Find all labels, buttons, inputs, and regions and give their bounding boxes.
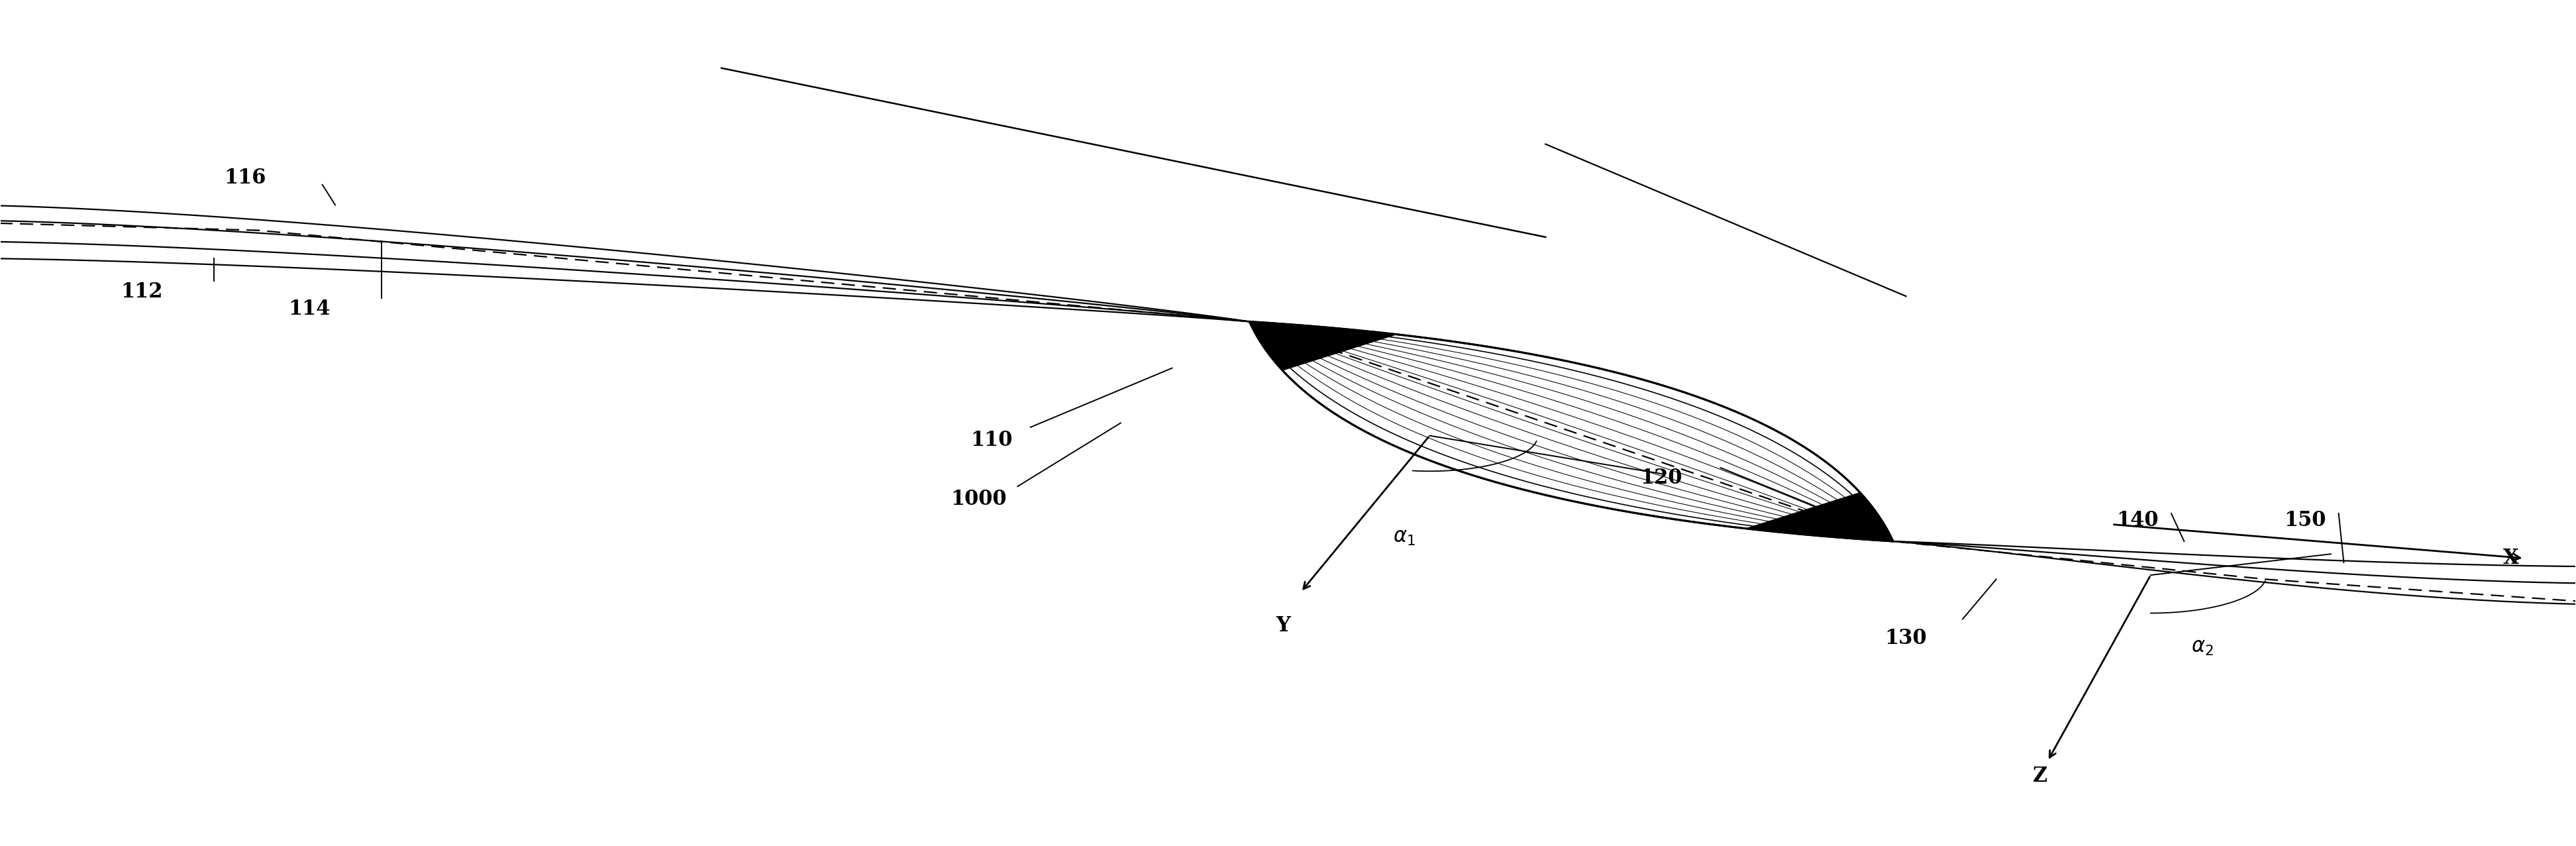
Text: 140: 140 — [2117, 510, 2159, 530]
Polygon shape — [1747, 492, 1893, 541]
Text: 110: 110 — [971, 430, 1012, 450]
Text: $\alpha_1$: $\alpha_1$ — [1394, 527, 1414, 547]
Text: $\alpha_2$: $\alpha_2$ — [2192, 637, 2213, 657]
Text: 112: 112 — [121, 282, 162, 302]
Text: 116: 116 — [224, 168, 265, 188]
Text: Z: Z — [2032, 766, 2048, 787]
Text: 150: 150 — [2285, 510, 2326, 530]
Text: Y: Y — [1275, 616, 1291, 636]
Text: 1000: 1000 — [951, 489, 1007, 509]
Text: 120: 120 — [1641, 468, 1682, 488]
Text: 130: 130 — [1886, 629, 1927, 649]
Text: X: X — [2504, 548, 2519, 569]
Polygon shape — [1249, 321, 1396, 371]
Text: 114: 114 — [289, 299, 330, 319]
